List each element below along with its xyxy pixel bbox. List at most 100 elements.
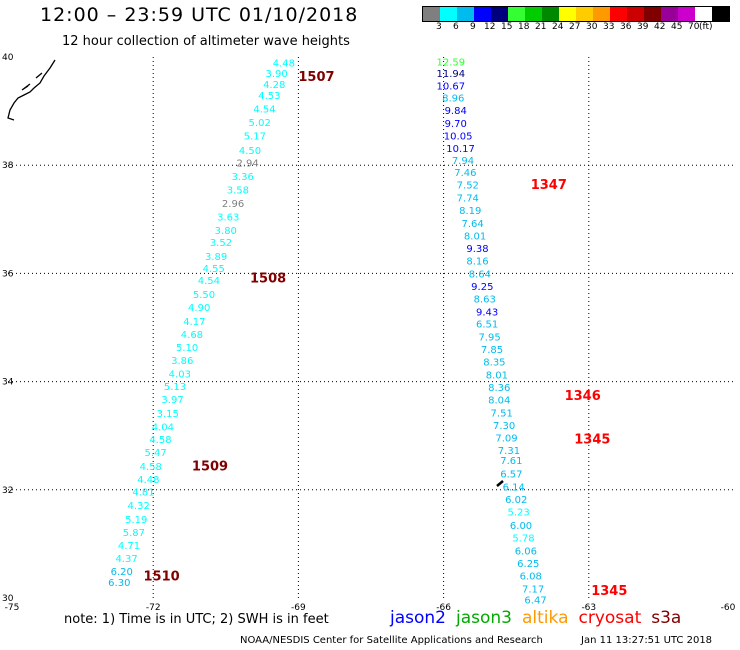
scale-label: 18 [518, 22, 530, 32]
wave-height-value: 4.48 [137, 475, 159, 486]
wave-height-value: 4.53 [258, 91, 280, 102]
wave-height-value: 9.43 [476, 307, 498, 318]
wave-height-value: 5.50 [193, 290, 215, 301]
scale-label: 45 [671, 22, 683, 32]
wave-height-value: 3.63 [217, 213, 239, 224]
wave-height-value: 3.58 [227, 186, 249, 197]
wave-height-value: 6.00 [510, 521, 532, 532]
wave-height-value: 7.31 [498, 446, 520, 457]
coastline [7, 59, 56, 121]
scale-label: 9 [470, 22, 476, 32]
satellite-legend-item: cryosat [578, 608, 642, 628]
wave-height-value: 6.47 [524, 596, 546, 607]
wave-height-value: 8.96 [442, 94, 464, 105]
satellite-legend-item: jason3 [456, 608, 512, 628]
wave-height-value: 6.51 [476, 320, 498, 331]
wave-height-value: 8.35 [483, 358, 505, 369]
scale-label: 30 [586, 22, 598, 32]
wave-height-value: 7.09 [495, 433, 517, 444]
wave-height-value: 3.97 [161, 395, 183, 406]
wave-height-value: 8.01 [486, 371, 508, 382]
wave-height-value: 7.17 [522, 584, 544, 595]
satellite-legend-item: jason2 [390, 608, 446, 628]
scale-label: 42 [654, 22, 666, 32]
wave-height-value: 3.15 [157, 409, 179, 420]
wave-height-value: 7.85 [481, 345, 503, 356]
wave-height-value: 9.25 [471, 282, 493, 293]
wave-height-value: 5.23 [507, 507, 529, 518]
wave-height-value: 7.64 [462, 219, 484, 230]
satellite-legend-item: s3a [651, 608, 682, 628]
wave-height-value: 8.63 [474, 294, 496, 305]
wave-height-value: 4.68 [181, 330, 203, 341]
wave-height-value: 6.14 [503, 483, 525, 494]
scale-label: 15 [501, 22, 513, 32]
wave-height-value: 3.89 [205, 252, 227, 263]
wave-height-value: 5.17 [244, 131, 266, 142]
scale-swatch [712, 7, 729, 21]
pass-time-label: 1507 [298, 70, 334, 85]
wave-height-value: 10.67 [437, 82, 466, 93]
x-tick-label: -66 [436, 603, 451, 613]
map-title: 12:00 – 23:59 UTC 01/10/2018 [40, 4, 359, 26]
wave-height-value: 5.19 [125, 515, 147, 526]
wave-height-value: 4.04 [152, 423, 174, 434]
map-subtitle: 12 hour collection of altimeter wave hei… [62, 34, 350, 49]
scale-swatch [440, 7, 457, 21]
wave-height-value: 7.95 [478, 333, 500, 344]
color-scale: 3 6 9 12 15 18 21 24 27 30 33 36 39 42 45 70 (ft) [422, 6, 730, 32]
wave-height-value: 10.05 [444, 131, 473, 142]
scale-label: 24 [552, 22, 564, 32]
scale-label: 39 [637, 22, 649, 32]
x-tick-label: -69 [291, 603, 306, 613]
color-scale-labels: 3 6 9 12 15 18 21 24 27 30 33 36 39 42 45 70 (ft) [422, 22, 732, 34]
wave-height-value: 7.94 [452, 156, 474, 167]
wave-height-value: 8.04 [488, 395, 510, 406]
wave-height-value: 5.78 [512, 533, 534, 544]
satellite-legend-item: altika [522, 608, 569, 628]
wave-height-value: 6.20 [111, 567, 133, 578]
wave-height-value: 11.94 [437, 69, 466, 80]
wave-height-value: 4.48 [273, 58, 295, 69]
scale-label: 33 [603, 22, 615, 32]
wave-height-value: 5.10 [176, 343, 198, 354]
wave-height-value: 4.55 [203, 264, 225, 275]
pass-time-label: 1346 [565, 389, 601, 404]
wave-height-value: 8.01 [464, 232, 486, 243]
island-marker [496, 480, 504, 487]
scale-label: (ft) [699, 22, 713, 32]
wave-height-value: 10.17 [446, 144, 475, 155]
wave-height-value: 8.36 [488, 383, 510, 394]
wave-height-value: 5.87 [123, 528, 145, 539]
wave-height-value: 6.06 [515, 546, 537, 557]
wave-height-value: 8.19 [459, 206, 481, 217]
pass-time-label: 1508 [250, 272, 286, 287]
wave-height-value: 4.54 [198, 276, 220, 287]
pass-time-label: 1347 [531, 178, 567, 193]
pass-time-label: 1345 [591, 584, 627, 599]
wave-height-value: 3.86 [171, 356, 193, 367]
wave-height-value: 4.50 [239, 146, 261, 157]
wave-height-value: 3.80 [215, 226, 237, 237]
wave-height-value: 6.30 [108, 578, 130, 589]
wave-height-value: 2.96 [222, 199, 244, 210]
scale-swatch [678, 7, 695, 21]
wave-height-value: 8.64 [469, 269, 491, 280]
wave-height-value: 4.71 [118, 541, 140, 552]
scale-swatch [423, 7, 440, 21]
wave-height-value: 9.38 [466, 244, 488, 255]
scale-swatch [474, 7, 491, 21]
wave-height-value: 4.03 [169, 369, 191, 380]
wave-height-value: 4.58 [149, 435, 171, 446]
wave-height-value: 4.54 [253, 104, 275, 115]
scale-label: 70 [688, 22, 700, 32]
scale-label: 12 [484, 22, 496, 32]
scale-label: 3 [436, 22, 442, 32]
wave-height-value: 4.32 [128, 501, 150, 512]
wave-height-value: 7.30 [493, 421, 515, 432]
scale-swatch [661, 7, 678, 21]
wave-height-value: 7.52 [457, 181, 479, 192]
x-tick-label: -72 [146, 603, 161, 613]
scale-label: 27 [569, 22, 581, 32]
